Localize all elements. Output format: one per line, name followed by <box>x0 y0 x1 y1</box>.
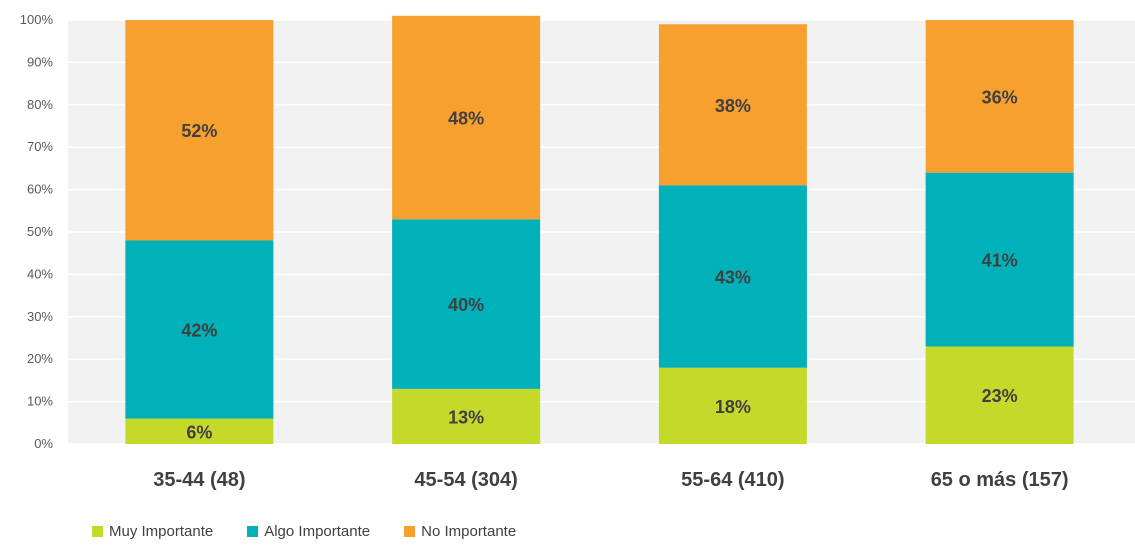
data-label: 23% <box>982 386 1018 406</box>
legend-item-algo-importante: Algo Importante <box>247 523 370 540</box>
legend-swatch-muy-importante <box>92 526 103 537</box>
bar-segment <box>125 240 274 419</box>
bar-segment <box>925 172 1074 347</box>
bars: 6% 42% 52% 13% 40% 48% 18% 43% 38% 23% 41% 36% <box>125 15 1074 444</box>
data-label: 43% <box>715 268 751 288</box>
y-tick-label: 10% <box>27 394 53 409</box>
y-tick-label: 70% <box>27 139 53 154</box>
y-tick-label: 90% <box>27 54 53 69</box>
legend-label-algo-importante: Algo Importante <box>264 523 371 540</box>
bar-segment <box>125 418 274 444</box>
y-tick-label: 20% <box>27 351 53 366</box>
bar-segment <box>925 20 1074 173</box>
bar-segment <box>392 15 541 220</box>
data-label: 40% <box>448 295 484 315</box>
x-axis: 35-44 (48) 45-54 (304) 55-64 (410) 65 o más… <box>153 469 1068 491</box>
y-tick-label: 30% <box>27 309 53 324</box>
legend-swatch-algo-importante <box>247 526 259 537</box>
y-tick-label: 100% <box>20 12 54 27</box>
x-category-label: 35-44 (48) <box>153 469 245 491</box>
bar-segment <box>392 219 541 389</box>
bar-segment <box>125 20 274 241</box>
bar-segment <box>392 388 541 444</box>
x-category-label: 55-64 (410) <box>681 469 784 491</box>
x-category-label: 65 o más (157) <box>931 469 1069 491</box>
data-label: 13% <box>448 407 484 427</box>
y-tick-label: 50% <box>27 224 53 239</box>
data-label: 52% <box>181 121 217 141</box>
x-category-label: 45-54 (304) <box>414 469 517 491</box>
legend: Muy Importante Algo Importante No Import… <box>92 523 550 540</box>
y-tick-label: 80% <box>27 97 53 112</box>
data-label: 41% <box>982 251 1018 271</box>
data-label: 18% <box>715 397 751 417</box>
bar-segment <box>925 346 1074 444</box>
bar-segment <box>658 185 807 368</box>
data-label: 42% <box>181 321 217 341</box>
data-label: 48% <box>448 109 484 129</box>
data-label: 38% <box>715 96 751 116</box>
data-label: 36% <box>982 87 1018 107</box>
y-axis: 0% 10% 20% 30% 40% 50% 60% 70% 80% 90% 100% <box>20 12 54 451</box>
legend-label-no-importante: No Importante <box>421 523 517 540</box>
bar-segment <box>658 24 807 186</box>
bar-segment <box>658 367 807 444</box>
legend-item-no-importante: No Importante <box>404 523 516 540</box>
legend-swatch-no-importante <box>404 526 416 537</box>
data-label: 6% <box>186 422 212 442</box>
y-tick-label: 40% <box>27 266 53 281</box>
legend-label-muy-importante: Muy Importante <box>109 523 214 540</box>
y-tick-label: 60% <box>27 182 53 197</box>
legend-item-muy-importante: Muy Importante <box>92 523 213 540</box>
y-tick-label: 0% <box>34 436 53 451</box>
